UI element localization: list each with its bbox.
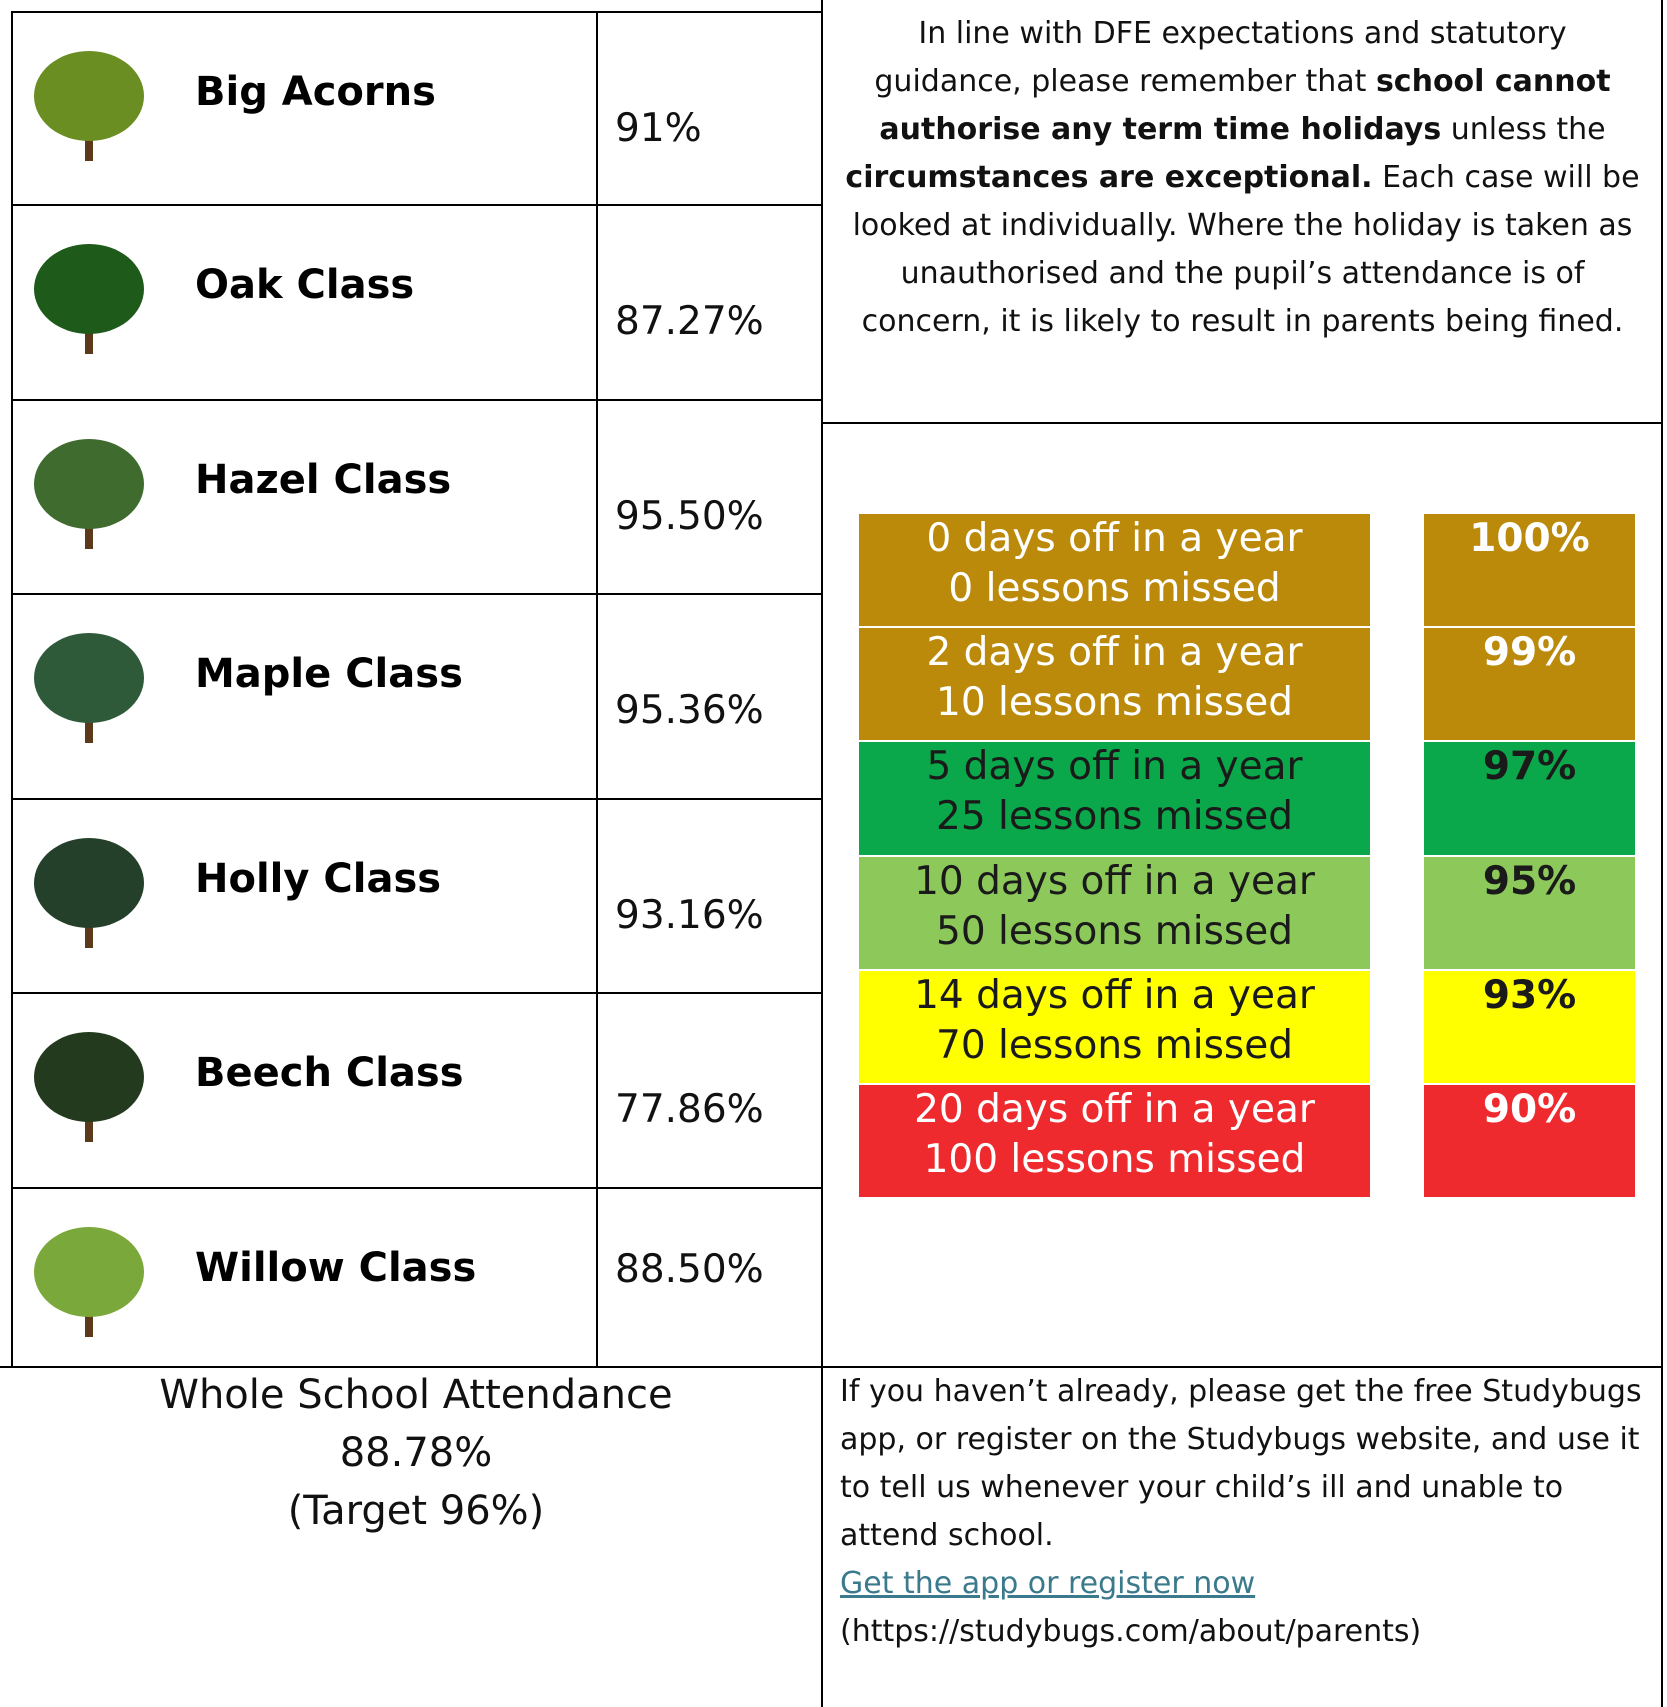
whole-school-value: 88.78% — [11, 1424, 821, 1482]
class-name: Maple Class — [195, 651, 463, 697]
class-name: Willow Class — [195, 1245, 476, 1291]
scale-lessons: 50 lessons missed — [936, 907, 1293, 957]
studybugs-link-row: Get the app or register now — [840, 1560, 1655, 1608]
class-attendance: 91% — [615, 106, 702, 151]
scale-days: 5 days off in a year — [926, 742, 1302, 792]
scale-percent-cell: 93% — [1424, 971, 1635, 1083]
scale-lessons: 25 lessons missed — [936, 792, 1293, 842]
studybugs-url: (https://studybugs.com/about/parents) — [840, 1608, 1655, 1656]
class-name: Hazel Class — [195, 457, 451, 503]
scale-days: 20 days off in a year — [914, 1085, 1315, 1135]
tree-icon — [25, 823, 155, 953]
tree-icon — [25, 618, 155, 748]
scale-percent: 90% — [1483, 1085, 1576, 1135]
scale-percent-cell: 100% — [1424, 514, 1635, 626]
notice-text: In line with DFE expectations and statut… — [840, 10, 1645, 346]
scale-percent: 93% — [1483, 971, 1576, 1021]
class-name: Oak Class — [195, 262, 414, 308]
page: Big Acorns 91% Oak Class 87.27% Hazel Class 9… — [0, 0, 1667, 1707]
tree-icon — [25, 36, 155, 166]
tree-icon — [25, 1017, 155, 1147]
class-attendance: 87.27% — [615, 299, 764, 344]
scale-days: 0 days off in a year — [926, 514, 1302, 564]
scale-percent: 99% — [1483, 628, 1576, 678]
class-attendance: 93.16% — [615, 893, 764, 938]
class-attendance: 95.36% — [615, 688, 764, 733]
class-attendance: 88.50% — [615, 1247, 764, 1292]
scale-days: 10 days off in a year — [914, 857, 1315, 907]
tree-icon — [25, 424, 155, 554]
tree-icon — [25, 1212, 155, 1342]
scale-percent-cell: 95% — [1424, 857, 1635, 969]
scale-lessons: 0 lessons missed — [948, 564, 1280, 614]
notice-segment: unless the — [1441, 112, 1605, 147]
scale-days: 2 days off in a year — [926, 628, 1302, 678]
studybugs-text: If you haven’t already, please get the f… — [840, 1368, 1655, 1560]
whole-school-label: Whole School Attendance — [11, 1366, 821, 1424]
scale-percent-cell: 90% — [1424, 1085, 1635, 1197]
tree-icon — [25, 229, 155, 359]
class-name: Big Acorns — [195, 69, 436, 115]
scale-lessons: 10 lessons missed — [936, 678, 1293, 728]
notice-segment: circumstances are exceptional. — [845, 160, 1372, 195]
whole-school-target: (Target 96%) — [11, 1482, 821, 1540]
class-name: Holly Class — [195, 856, 441, 902]
class-name: Beech Class — [195, 1050, 464, 1096]
scale-days: 14 days off in a year — [914, 971, 1315, 1021]
scale-percent: 95% — [1483, 857, 1576, 907]
class-attendance: 95.50% — [615, 494, 764, 539]
studybugs-link[interactable]: Get the app or register now — [840, 1566, 1255, 1601]
scale-lessons: 70 lessons missed — [936, 1021, 1293, 1071]
scale-lessons: 100 lessons missed — [924, 1135, 1306, 1185]
scale-percent-cell: 99% — [1424, 628, 1635, 740]
scale-percent-cell: 97% — [1424, 742, 1635, 855]
studybugs: If you haven’t already, please get the f… — [840, 1368, 1655, 1656]
scale-percent: 97% — [1483, 742, 1576, 792]
class-attendance: 77.86% — [615, 1087, 764, 1132]
scale-percent: 100% — [1469, 514, 1590, 564]
